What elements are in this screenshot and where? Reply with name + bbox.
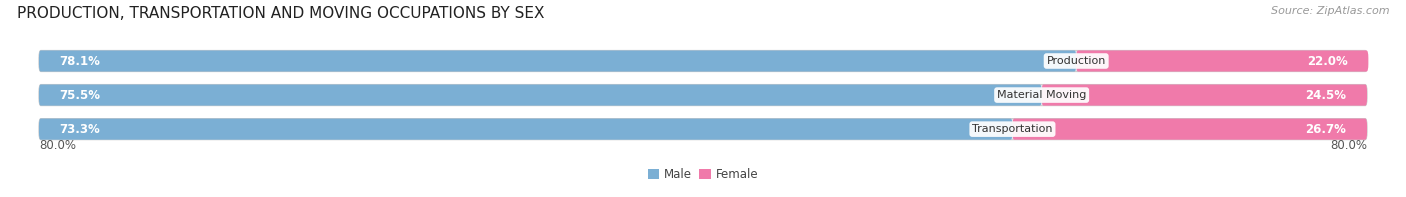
Text: 75.5%: 75.5% bbox=[59, 89, 101, 102]
Text: 26.7%: 26.7% bbox=[1305, 123, 1347, 136]
FancyBboxPatch shape bbox=[1076, 50, 1368, 72]
Text: Production: Production bbox=[1046, 56, 1107, 66]
Text: Source: ZipAtlas.com: Source: ZipAtlas.com bbox=[1271, 6, 1389, 16]
FancyBboxPatch shape bbox=[39, 119, 1012, 140]
FancyBboxPatch shape bbox=[1042, 85, 1367, 106]
Text: 24.5%: 24.5% bbox=[1305, 89, 1347, 102]
Text: 22.0%: 22.0% bbox=[1306, 55, 1347, 68]
Text: 78.1%: 78.1% bbox=[59, 55, 101, 68]
FancyBboxPatch shape bbox=[39, 50, 1367, 72]
Text: 80.0%: 80.0% bbox=[39, 139, 76, 152]
Text: Transportation: Transportation bbox=[972, 124, 1053, 134]
FancyBboxPatch shape bbox=[39, 85, 1367, 106]
Text: 80.0%: 80.0% bbox=[1330, 139, 1367, 152]
Text: Material Moving: Material Moving bbox=[997, 90, 1087, 100]
Text: 73.3%: 73.3% bbox=[59, 123, 100, 136]
FancyBboxPatch shape bbox=[1012, 119, 1367, 140]
FancyBboxPatch shape bbox=[39, 119, 1367, 140]
Text: PRODUCTION, TRANSPORTATION AND MOVING OCCUPATIONS BY SEX: PRODUCTION, TRANSPORTATION AND MOVING OC… bbox=[17, 6, 544, 21]
FancyBboxPatch shape bbox=[39, 50, 1076, 72]
FancyBboxPatch shape bbox=[39, 85, 1042, 106]
Legend: Male, Female: Male, Female bbox=[643, 163, 763, 186]
